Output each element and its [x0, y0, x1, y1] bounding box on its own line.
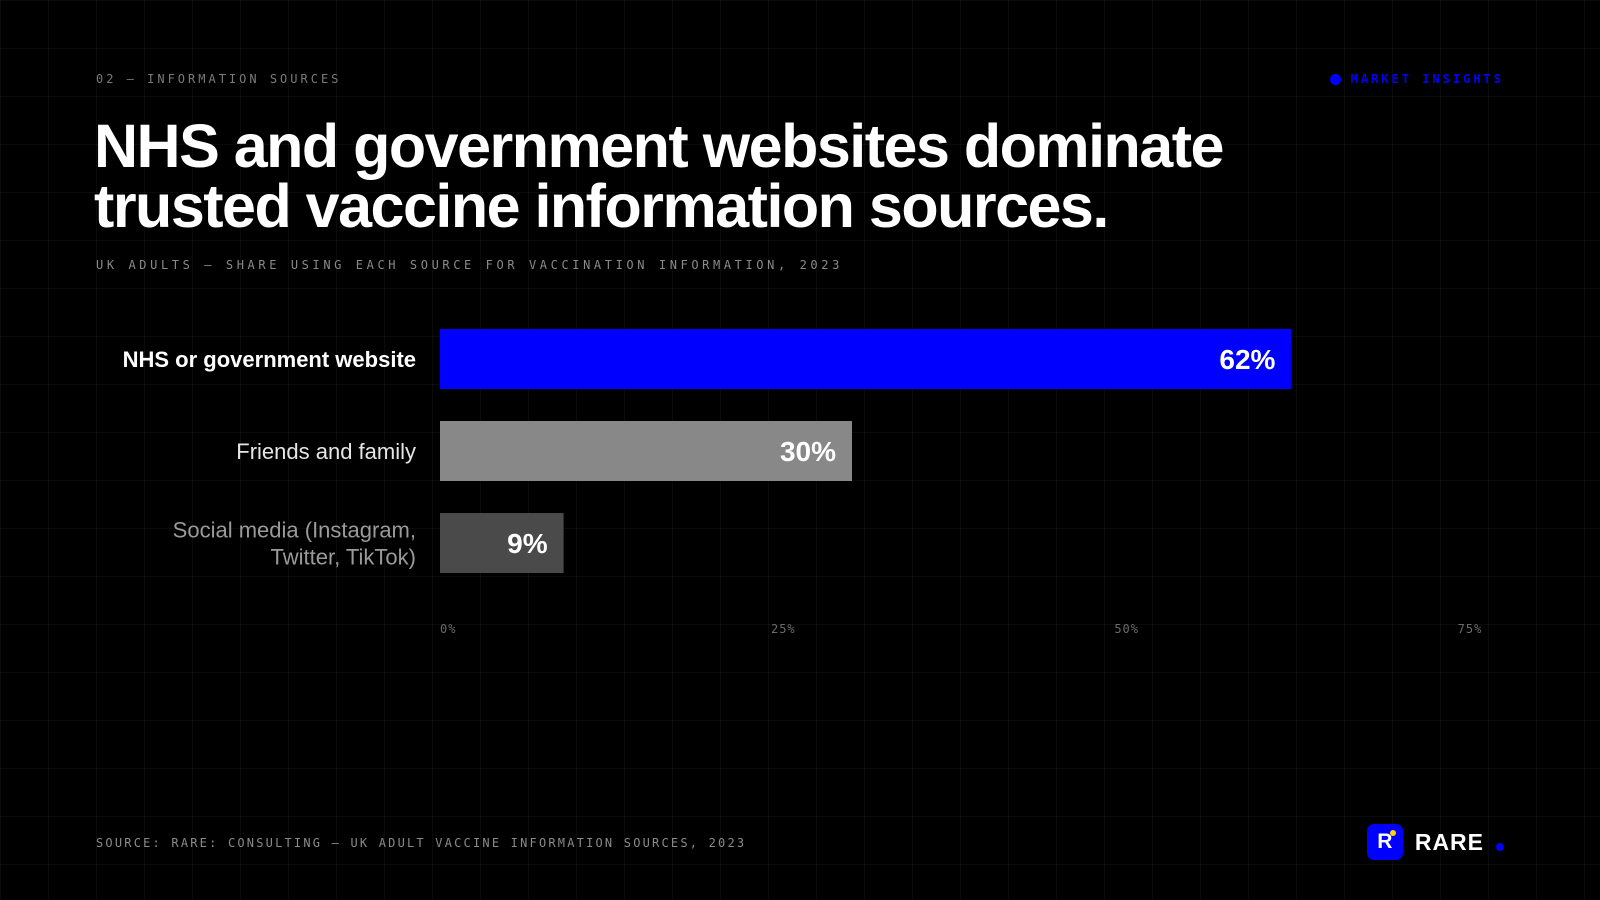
bar [440, 421, 852, 481]
tag-label: MARKET INSIGHTS [1350, 72, 1504, 86]
brand-spark-icon [1389, 830, 1396, 836]
bar [440, 329, 1292, 389]
page-title: NHS and government websites dominate tru… [94, 112, 1224, 240]
x-tick-label: 75% [1458, 622, 1483, 636]
bar [440, 513, 564, 573]
chart-subtitle: UK ADULTS — SHARE USING EACH SOURCE FOR … [96, 258, 843, 272]
category-label-line: Friends and family [236, 439, 416, 464]
brand-mark-icon: R [1366, 824, 1403, 860]
brand-dot-icon [1496, 843, 1504, 851]
source-note: SOURCE: RARE: CONSULTING — UK ADULT VACC… [96, 836, 747, 850]
category-label-line: Social media (Instagram, [173, 518, 416, 543]
brand-logo: R RARE [1366, 824, 1504, 860]
x-tick-label: 0% [440, 622, 456, 636]
category-label: Social media (Instagram, Twitter, TikTok) [173, 518, 416, 570]
x-tick-label: 50% [1114, 622, 1139, 636]
category-label-line: NHS or government website [123, 347, 416, 372]
tag-dot-icon [1329, 73, 1341, 85]
category-label: Friends and family [236, 439, 416, 464]
category-label: NHS or government website [123, 347, 416, 372]
section-eyebrow: 02 — INFORMATION SOURCES [96, 72, 342, 86]
value-label: 9% [507, 528, 548, 559]
bar-chart: NHS or government website 62% Friends and … [123, 329, 1483, 636]
market-insights-tag: MARKET INSIGHTS [1329, 72, 1504, 86]
brand-mark-letter: R [1377, 830, 1393, 853]
category-label-line: Twitter, TikTok) [271, 545, 416, 570]
value-label: 62% [1219, 344, 1275, 375]
value-label: 30% [780, 436, 836, 467]
x-tick-label: 25% [771, 622, 796, 636]
brand-name: RARE [1414, 828, 1484, 855]
